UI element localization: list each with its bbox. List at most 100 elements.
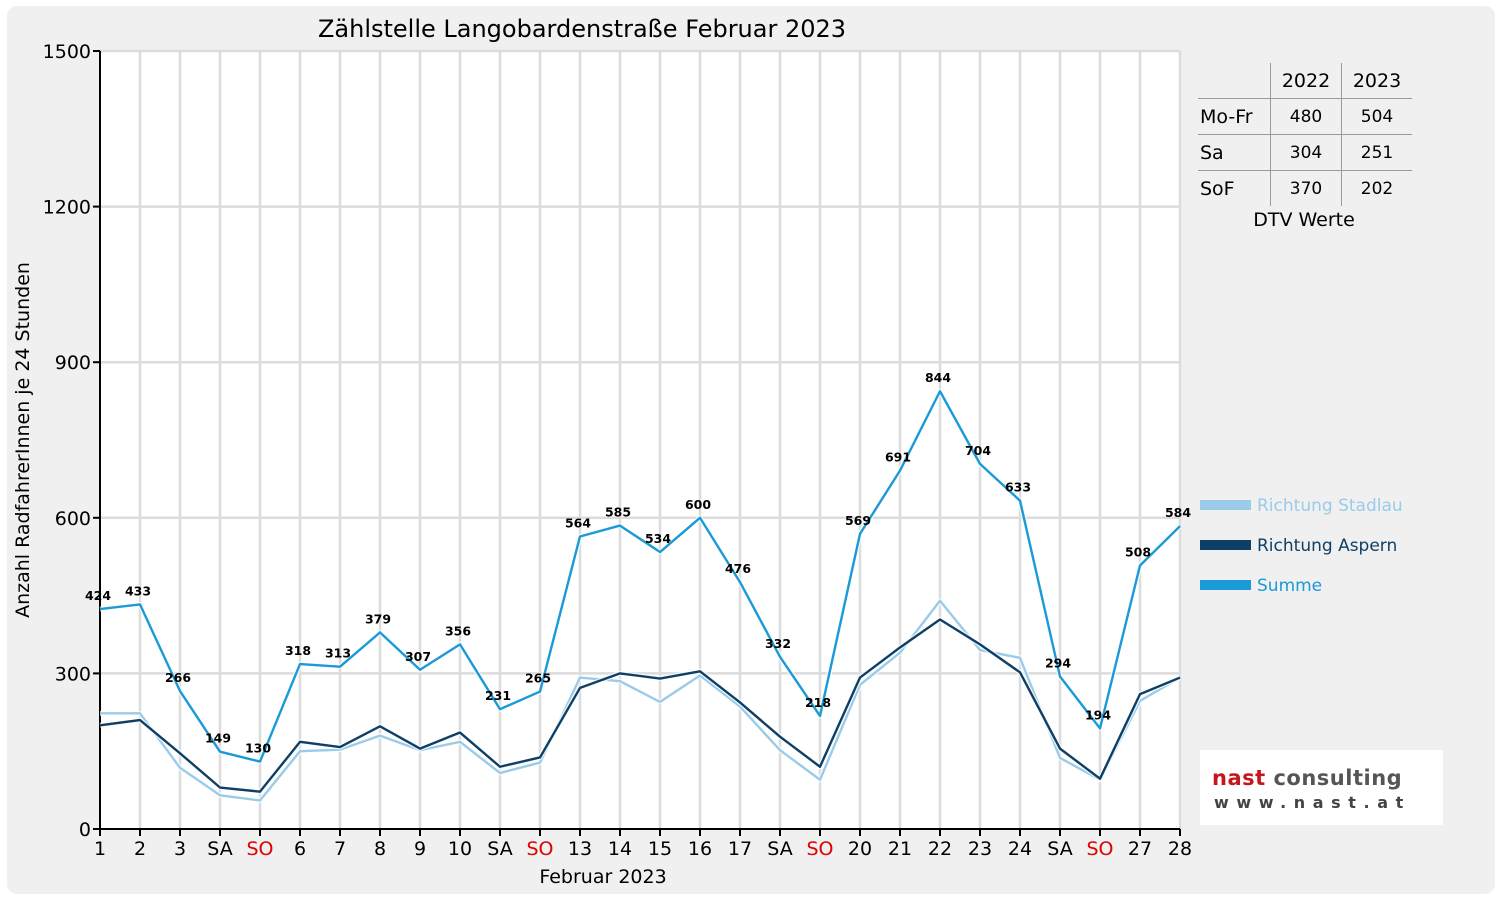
data-label: 534 — [645, 531, 671, 546]
data-label: 265 — [525, 671, 551, 686]
x-tick-label: 2 — [134, 838, 146, 860]
x-tick-label: SO — [246, 838, 273, 860]
nast-consulting-logo: nast consulting www.nast.at — [1200, 750, 1443, 825]
y-tick-label: 300 — [55, 663, 91, 685]
data-labels: 424 433 266 149 130 318 313 379 307 356 231 265 564 5… — [85, 370, 1191, 755]
legend-label: Richtung Aspern — [1257, 536, 1397, 556]
data-label: 564 — [565, 515, 591, 530]
series-line — [99, 390, 1181, 763]
data-label: 476 — [725, 561, 751, 576]
x-tick-label: 22 — [928, 838, 952, 860]
x-tick-label: SA — [487, 838, 512, 860]
dtv-table: 2022 2023 Mo-Fr 480 504 Sa 304 251 SoF 3… — [1198, 63, 1412, 206]
x-tick-label: SO — [1086, 838, 1113, 860]
x-axis-label: Februar 2023 — [539, 866, 666, 888]
dtv-value: 370 — [1270, 170, 1342, 206]
dtv-row-sof: SoF 370 202 — [1198, 170, 1412, 206]
x-tick-label: SO — [526, 838, 553, 860]
plot-area — [100, 51, 1180, 829]
data-label: 294 — [1045, 656, 1071, 671]
x-tick-label: 13 — [568, 838, 592, 860]
dtv-value: 504 — [1341, 98, 1412, 135]
data-label: 844 — [925, 370, 951, 385]
y-axis-label: Anzahl RadfahrerInnen je 24 Stunden — [12, 262, 34, 618]
x-tick-label: 3 — [174, 838, 186, 860]
x-tick-label: 15 — [648, 838, 672, 860]
x-tick-label: SA — [1047, 838, 1072, 860]
legend-label: Summe — [1257, 576, 1322, 596]
x-tick-label: SA — [207, 838, 232, 860]
data-label: 130 — [245, 741, 271, 756]
x-tick-label: 7 — [334, 838, 346, 860]
dtv-header-row: 2022 2023 — [1198, 63, 1412, 99]
logo-name: nast consulting — [1212, 766, 1402, 790]
y-tick-label: 1200 — [43, 197, 91, 219]
series-lines — [99, 388, 1182, 803]
dtv-col-2022: 2022 — [1270, 63, 1342, 99]
x-tick-label: 10 — [448, 838, 472, 860]
x-tick-label: 20 — [848, 838, 872, 860]
data-label: 704 — [965, 443, 991, 458]
x-tick-label: 9 — [414, 838, 426, 860]
data-label: 585 — [605, 505, 631, 520]
x-tick-label: 16 — [688, 838, 712, 860]
x-tick-label: 8 — [374, 838, 386, 860]
legend: Richtung Stadlau Richtung Aspern Summe — [1200, 496, 1403, 596]
dtv-value: 480 — [1270, 98, 1342, 135]
x-tick-label: SO — [806, 838, 833, 860]
x-tick-label: 24 — [1008, 838, 1032, 860]
dtv-row-sa: Sa 304 251 — [1198, 134, 1412, 171]
series-line — [100, 599, 1181, 802]
data-label: 600 — [685, 497, 711, 512]
logo-url: www.nast.at — [1214, 793, 1411, 812]
x-tick-label: 27 — [1128, 838, 1152, 860]
gridlines — [100, 49, 1182, 829]
dtv-row-mofr: Mo-Fr 480 504 — [1198, 98, 1412, 135]
x-tick-label: 23 — [968, 838, 992, 860]
data-label: 508 — [1125, 545, 1151, 560]
legend-swatch — [1200, 500, 1251, 510]
data-label: 584 — [1165, 505, 1191, 520]
dtv-row-label: Mo-Fr — [1198, 98, 1271, 135]
y-tick-label: 900 — [55, 352, 91, 374]
x-tick-label: 1 — [94, 838, 106, 860]
data-label: 149 — [205, 731, 231, 746]
data-label: 633 — [1005, 480, 1031, 495]
series-line — [99, 618, 1181, 793]
y-tick-labels: 0 300 600 900 1200 1500 — [43, 41, 91, 841]
x-tick-label: 28 — [1168, 838, 1192, 860]
x-tick-label: 21 — [888, 838, 912, 860]
legend-swatch — [1200, 540, 1251, 550]
data-label: 318 — [285, 643, 311, 658]
logo-name-part2: consulting — [1265, 766, 1403, 790]
dtv-value: 251 — [1341, 134, 1412, 171]
legend-swatch — [1200, 580, 1251, 590]
data-label: 691 — [885, 450, 911, 465]
y-tick-label: 0 — [79, 819, 91, 841]
data-label: 356 — [445, 623, 471, 638]
data-label: 266 — [165, 670, 191, 685]
x-tick-label: SA — [767, 838, 792, 860]
data-label: 332 — [765, 636, 791, 651]
dtv-caption: DTV Werte — [1253, 209, 1355, 231]
data-label: 379 — [365, 611, 391, 626]
x-tick-label: 14 — [608, 838, 632, 860]
y-tick-label: 1500 — [43, 41, 91, 63]
dtv-value: 202 — [1341, 170, 1412, 206]
data-label: 231 — [485, 688, 511, 703]
dtv-value: 304 — [1270, 134, 1342, 171]
x-tick-labels: 1 2 3 SA SO 6 7 8 9 10 SA SO 13 14 15 16 17 SA SO 20 21 22 23 2… — [94, 838, 1192, 860]
data-label: 307 — [405, 649, 431, 664]
dtv-row-label: SoF — [1200, 177, 1235, 200]
dtv-row-label: Sa — [1198, 134, 1271, 171]
y-tick-label: 600 — [55, 508, 91, 530]
chart-title: Zählstelle Langobardenstraße Februar 202… — [318, 15, 846, 43]
logo-name-part1: nast — [1212, 766, 1266, 790]
axes — [93, 50, 1181, 836]
data-label: 569 — [845, 513, 871, 528]
data-label: 218 — [805, 695, 831, 710]
legend-label: Richtung Stadlau — [1257, 496, 1403, 516]
data-label: 424 — [85, 588, 111, 603]
x-tick-label: 6 — [294, 838, 306, 860]
